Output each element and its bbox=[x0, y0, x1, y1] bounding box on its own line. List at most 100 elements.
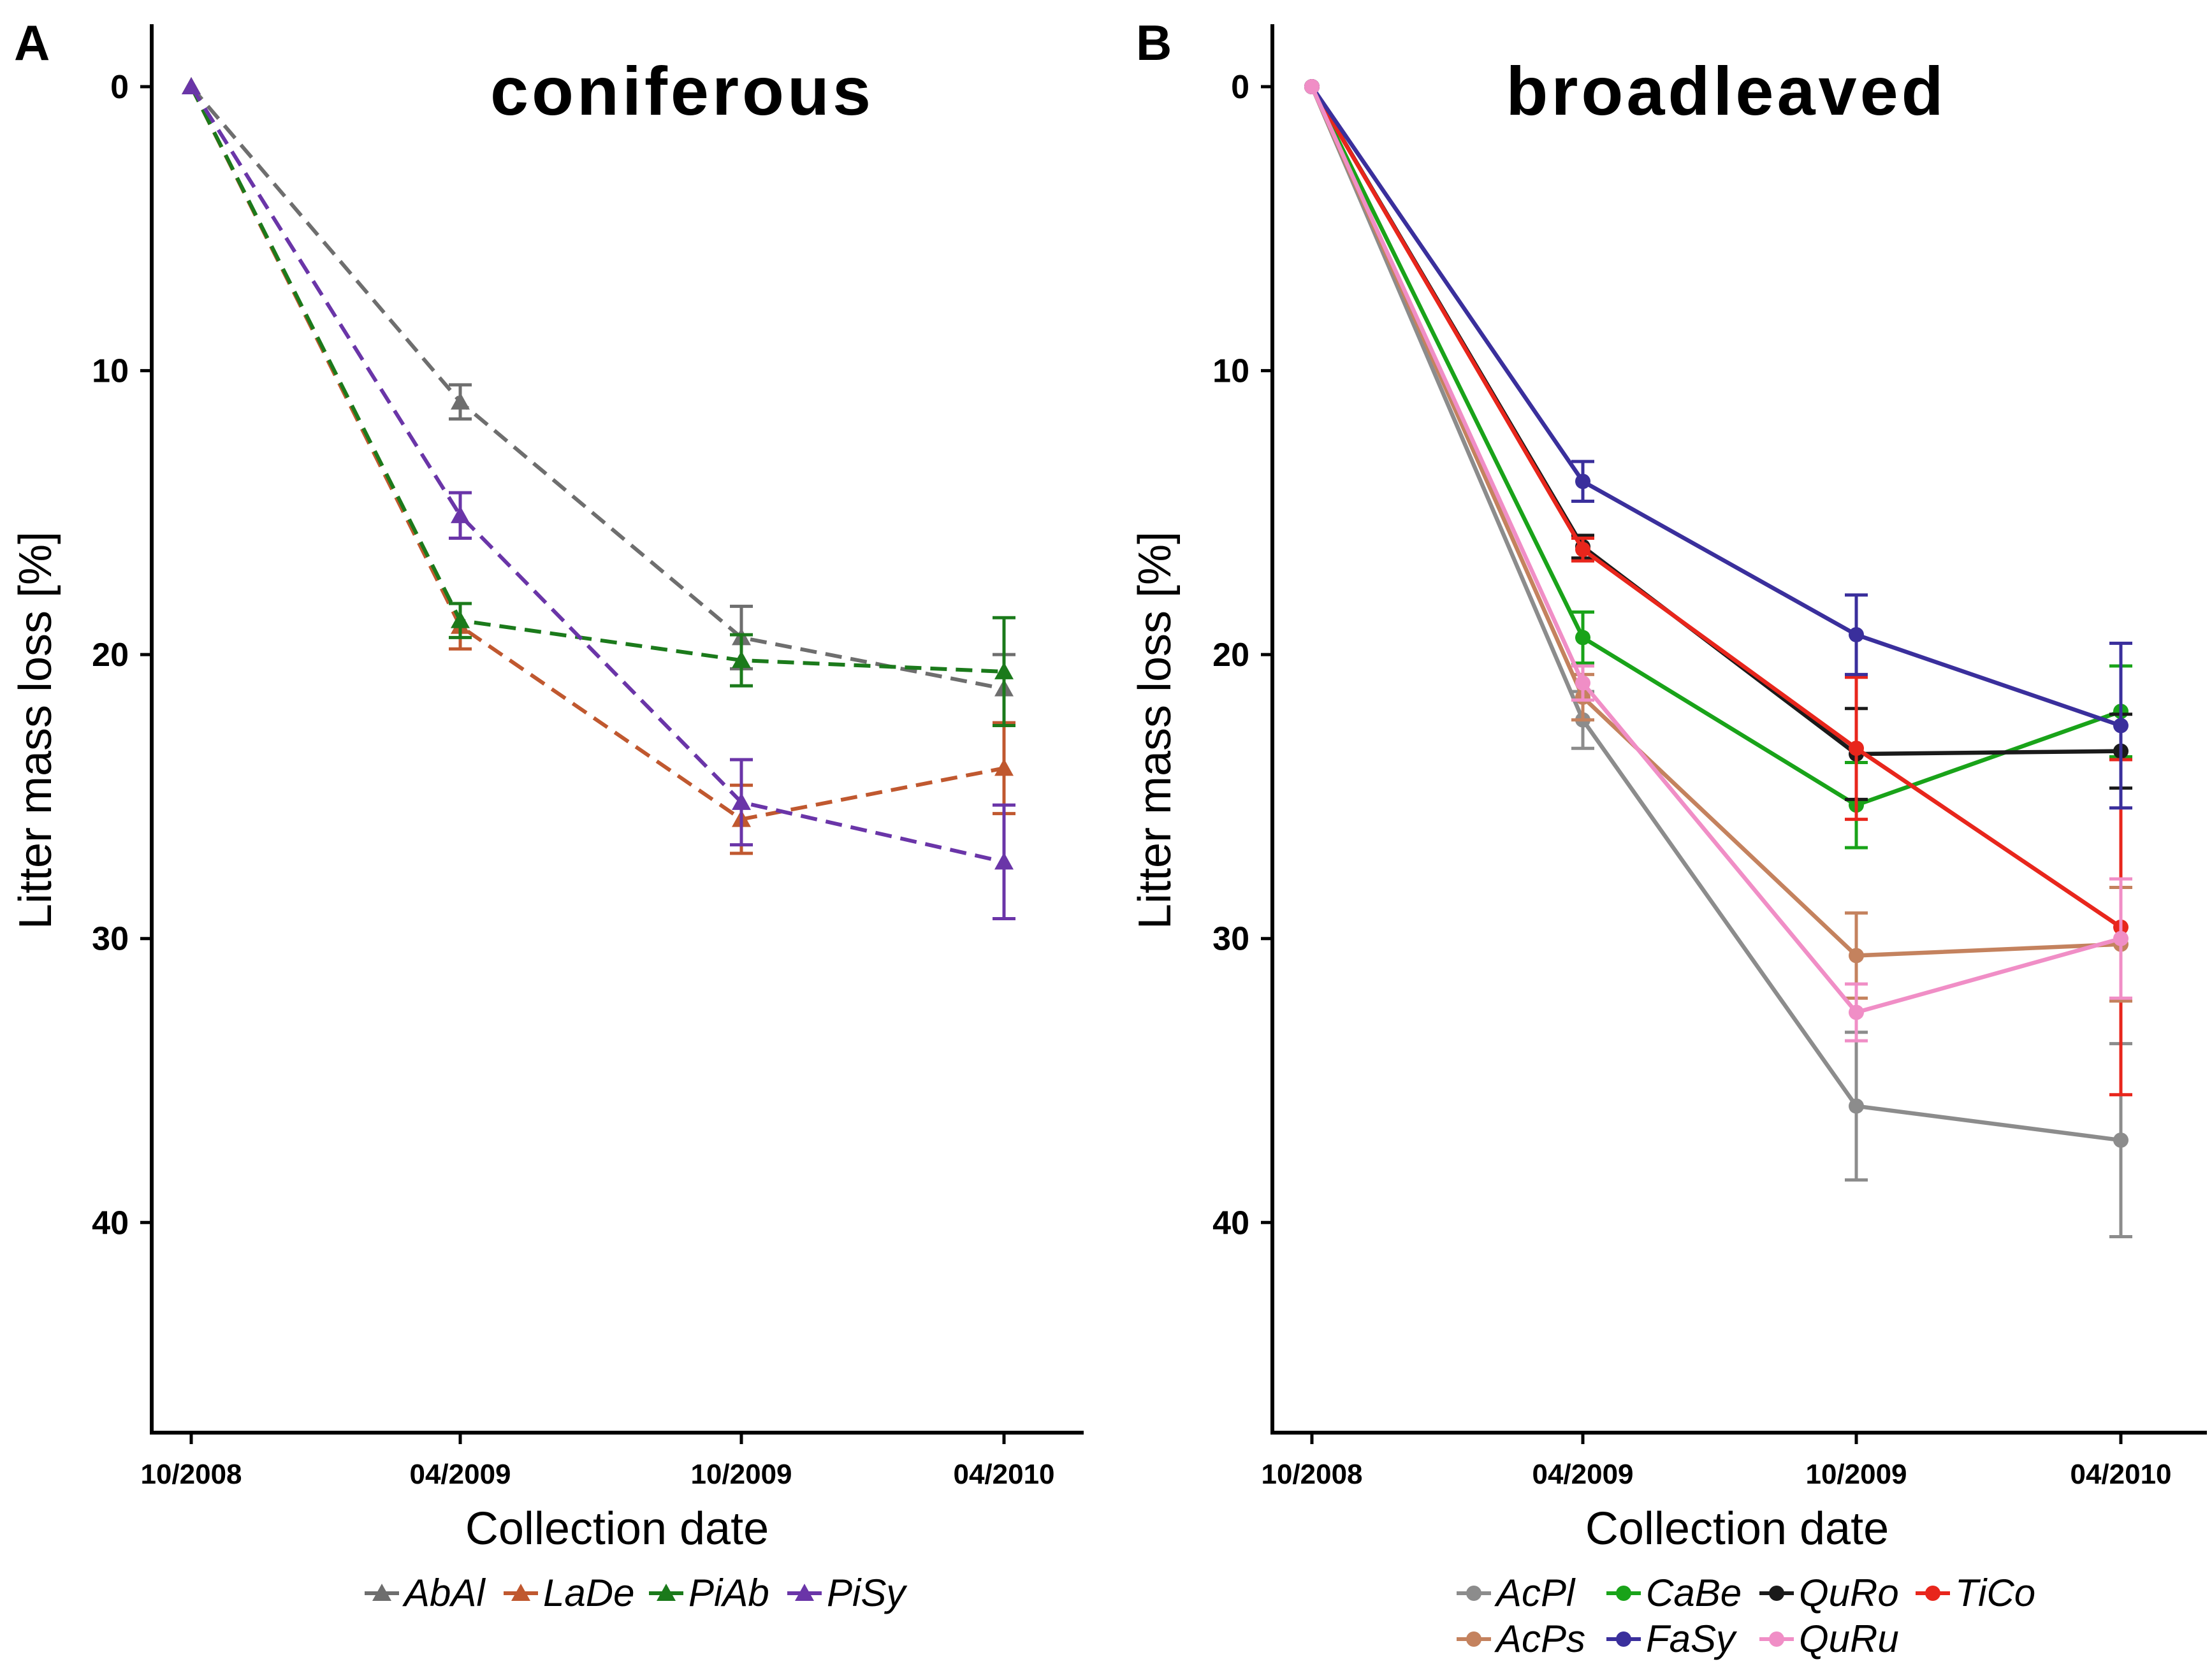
legend-label: AcPl bbox=[1494, 1572, 1576, 1614]
y-axis-title: Litter mass loss [%] bbox=[10, 532, 61, 929]
data-point bbox=[451, 505, 470, 523]
data-point bbox=[1575, 542, 1590, 558]
y-tick-label: 0 bbox=[110, 69, 129, 106]
series-pisy bbox=[182, 77, 1015, 921]
legend-label: QuRo bbox=[1799, 1572, 1899, 1614]
x-tick-label: 10/2008 bbox=[140, 1459, 242, 1490]
legend-label: TiCo bbox=[1955, 1572, 2035, 1614]
legend-swatch-marker bbox=[1769, 1631, 1784, 1647]
x-tick-label: 10/2008 bbox=[1261, 1459, 1362, 1490]
series-line bbox=[1310, 85, 2122, 929]
panel-b-broadleaved: B broadleaved Litter mass loss [%] Colle… bbox=[1130, 15, 2207, 1660]
data-point bbox=[1849, 626, 1864, 642]
legend-item-fasy: FaSy bbox=[1606, 1617, 1738, 1660]
y-axis-title: Litter mass loss [%] bbox=[1130, 532, 1181, 929]
legend-swatch-marker bbox=[1925, 1586, 1940, 1601]
x-tick-label: 04/2009 bbox=[1532, 1459, 1633, 1490]
data-point bbox=[182, 77, 201, 95]
data-point bbox=[1849, 741, 1864, 756]
legend-swatch-marker bbox=[1616, 1586, 1631, 1601]
legend-label: LaDe bbox=[543, 1572, 634, 1614]
y-tick-label: 20 bbox=[1212, 637, 1249, 674]
legend-item-cabe: CaBe bbox=[1606, 1572, 1742, 1614]
x-tick-label: 10/2009 bbox=[1805, 1459, 1907, 1490]
legend-swatch-marker bbox=[795, 1584, 814, 1601]
series-layer bbox=[182, 77, 1015, 921]
data-point bbox=[732, 792, 751, 810]
y-tick-label: 0 bbox=[1231, 69, 1249, 106]
legend-label: QuRu bbox=[1799, 1617, 1899, 1660]
data-point bbox=[732, 651, 751, 669]
series-fasy bbox=[1304, 79, 2132, 810]
legend-label: AbAl bbox=[402, 1572, 486, 1614]
x-axis-title: Collection date bbox=[1585, 1503, 1889, 1554]
data-point bbox=[451, 392, 470, 410]
legend-label: PiAb bbox=[688, 1572, 769, 1614]
y-tick-label: 40 bbox=[1212, 1204, 1249, 1241]
data-point bbox=[1849, 948, 1864, 964]
legend-label: CaBe bbox=[1646, 1572, 1742, 1614]
series-line bbox=[1310, 85, 2121, 958]
y-tick-label: 10 bbox=[1212, 353, 1249, 390]
legend-item-acps: AcPs bbox=[1457, 1617, 1585, 1660]
y-tick-label: 30 bbox=[92, 921, 129, 958]
panel-a-coniferous: A coniferous Litter mass loss [%] Collec… bbox=[10, 15, 1084, 1614]
data-point bbox=[2113, 718, 2128, 734]
series-line bbox=[1310, 85, 2121, 1143]
legend-swatch-marker bbox=[657, 1584, 676, 1601]
legend-label: AcPs bbox=[1494, 1617, 1585, 1660]
y-tick-label: 30 bbox=[1212, 921, 1249, 958]
data-point bbox=[1575, 675, 1590, 691]
series-line bbox=[189, 85, 1005, 674]
legend-item-lade: LaDe bbox=[504, 1572, 634, 1614]
series-piab bbox=[182, 77, 1015, 728]
x-tick-label: 04/2009 bbox=[409, 1459, 511, 1490]
panel-title-broadleaved: broadleaved bbox=[1506, 52, 1946, 129]
data-point bbox=[994, 662, 1014, 679]
data-point bbox=[2113, 930, 2128, 946]
series-line bbox=[1310, 85, 2122, 728]
y-tick-label: 10 bbox=[92, 353, 129, 390]
x-tick-label: 04/2010 bbox=[953, 1459, 1054, 1490]
legend-item-abal: AbAl bbox=[365, 1572, 486, 1614]
legend-item-quru: QuRu bbox=[1759, 1617, 1899, 1660]
data-point bbox=[2113, 1132, 2128, 1148]
x-tick-label: 04/2010 bbox=[2070, 1459, 2171, 1490]
legend-swatch-marker bbox=[1466, 1631, 1481, 1647]
axes: 0 10 20 30 40 10/2008 04/2009 10/2009 04/2010 bbox=[1212, 24, 2207, 1490]
legend: AbAl LaDe PiAb PiSy bbox=[365, 1572, 908, 1614]
series-line bbox=[1310, 85, 2122, 807]
legend-swatch-marker bbox=[1466, 1586, 1481, 1601]
legend-item-acpl: AcPl bbox=[1457, 1572, 1576, 1614]
legend-swatch-marker bbox=[1616, 1631, 1631, 1647]
legend-label: PiSy bbox=[827, 1572, 908, 1614]
legend-item-pisy: PiSy bbox=[787, 1572, 908, 1614]
legend: AcPl CaBe QuRo TiCo AcPs FaSy QuRu bbox=[1457, 1572, 2035, 1660]
series-line bbox=[189, 85, 1005, 691]
panel-label-a: A bbox=[14, 15, 50, 71]
series-line bbox=[189, 85, 1005, 821]
data-point bbox=[1304, 79, 1320, 95]
data-point bbox=[1575, 474, 1590, 489]
panel-label-b: B bbox=[1136, 15, 1172, 71]
series-quru bbox=[1304, 79, 2132, 1043]
data-point bbox=[1849, 1098, 1864, 1114]
legend-label: FaSy bbox=[1646, 1617, 1738, 1660]
data-point bbox=[994, 758, 1014, 776]
legend-item-piab: PiAb bbox=[649, 1572, 769, 1614]
legend-item-quro: QuRo bbox=[1759, 1572, 1899, 1614]
data-point bbox=[1575, 630, 1590, 646]
axes: 0 10 20 30 40 10/2008 04/2009 10/2009 04/2010 bbox=[92, 24, 1084, 1490]
panel-title-coniferous: coniferous bbox=[490, 52, 874, 129]
data-point bbox=[994, 852, 1014, 870]
legend-swatch-marker bbox=[1769, 1586, 1784, 1601]
x-axis-title: Collection date bbox=[465, 1503, 769, 1554]
series-line bbox=[1310, 85, 2121, 1015]
legend-swatch-marker bbox=[372, 1584, 391, 1601]
data-point bbox=[451, 611, 470, 628]
x-tick-label: 10/2009 bbox=[690, 1459, 792, 1490]
data-point bbox=[1849, 1004, 1864, 1020]
series-layer bbox=[1304, 79, 2132, 1239]
